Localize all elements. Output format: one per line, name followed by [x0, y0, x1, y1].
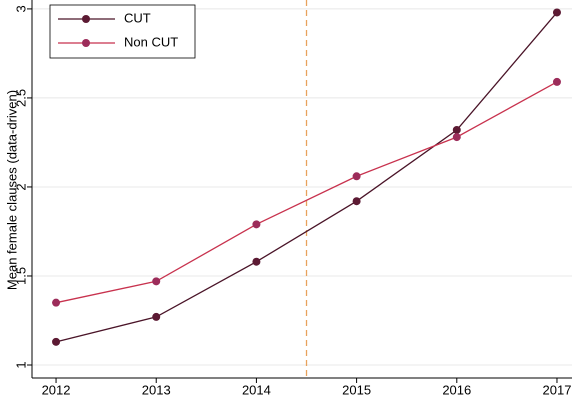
- data-point: [252, 257, 261, 266]
- legend-label: CUT: [124, 10, 151, 25]
- data-point: [452, 133, 461, 142]
- y-tick-label: 1.5: [13, 267, 28, 285]
- data-point: [352, 172, 361, 181]
- data-point: [352, 197, 361, 206]
- series-line: [55, 81, 558, 304]
- y-tick-label: 3: [13, 5, 28, 12]
- data-point: [52, 298, 61, 307]
- data-point: [252, 220, 261, 229]
- x-tick-label: 2013: [142, 382, 171, 397]
- x-tick-label: 2015: [342, 382, 371, 397]
- y-tick-label: 2.5: [13, 89, 28, 107]
- legend-marker: [82, 15, 90, 23]
- series-line: [55, 12, 558, 343]
- data-point: [552, 8, 561, 17]
- y-tick-label: 1: [13, 361, 28, 368]
- y-tick-label: 2: [13, 183, 28, 190]
- data-point: [152, 277, 161, 286]
- legend-label: Non CUT: [124, 34, 178, 49]
- x-tick-label: 2014: [242, 382, 271, 397]
- data-point: [452, 125, 461, 134]
- y-axis-label: Mean female clauses (data-driven): [4, 90, 19, 290]
- legend-marker: [82, 39, 90, 47]
- legend-box: [49, 4, 196, 59]
- data-point: [52, 337, 61, 346]
- x-tick-label: 2017: [543, 382, 572, 397]
- data-point: [152, 312, 161, 321]
- x-tick-label: 2012: [42, 382, 71, 397]
- x-tick-label: 2016: [442, 382, 471, 397]
- data-point: [552, 77, 561, 86]
